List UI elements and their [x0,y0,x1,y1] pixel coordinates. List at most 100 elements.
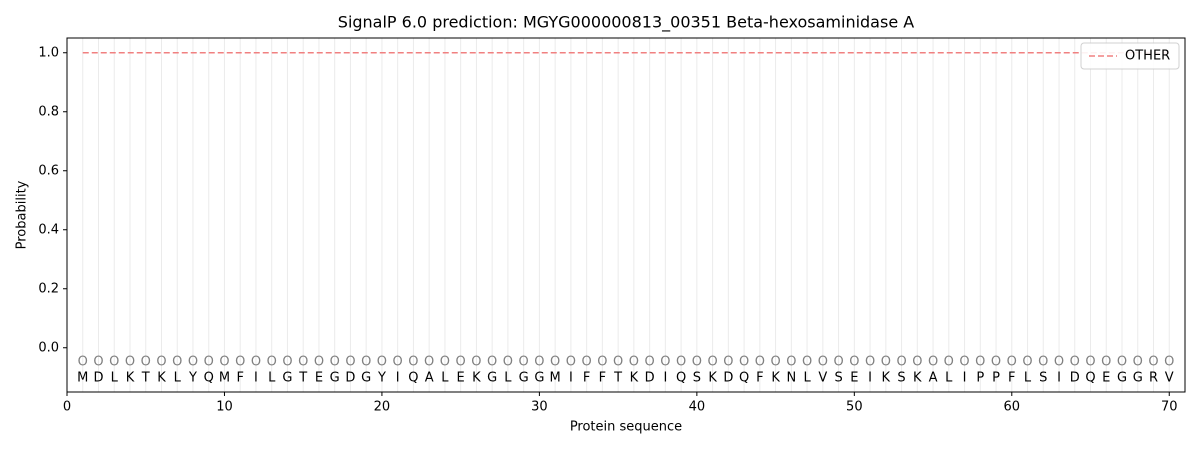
position-label: O [770,354,780,369]
plot-frame [66,37,1186,393]
x-tick-label: 30 [531,400,548,415]
position-label: O [298,354,308,369]
residue-label: S [693,370,701,385]
position-label: O [1164,354,1174,369]
residue-label: L [1024,370,1032,385]
residue-label: I [569,370,573,385]
position-label: O [534,354,544,369]
residue-label: F [583,370,590,385]
position-label: O [361,354,371,369]
y-tick-label: 0.0 [38,340,59,355]
position-label: O [408,354,418,369]
residue-label: E [1102,370,1110,385]
position-label: O [204,354,214,369]
position-label: O [597,354,607,369]
residue-label: K [771,370,780,385]
residue-label: R [1149,370,1158,385]
residue-label: N [786,370,796,385]
y-tick-label: 0.4 [38,222,59,237]
position-label: O [1022,354,1032,369]
residue-label: P [992,370,1000,385]
position-label: O [991,354,1001,369]
residue-label: Q [204,370,214,385]
position-label: O [1101,354,1111,369]
position-label: O [928,354,938,369]
x-axis-label: Protein sequence [570,420,682,435]
position-label: O [755,354,765,369]
residue-label: I [868,370,872,385]
position-label: O [377,354,387,369]
residue-label: F [756,370,763,385]
residue-label: G [519,370,529,385]
residue-label: A [425,370,434,385]
y-tick-label: 1.0 [38,45,59,60]
residue-label: L [945,370,953,385]
residue-label: M [219,370,230,385]
residue-label: Y [188,370,197,385]
position-label: O [566,354,576,369]
legend-box [1080,42,1180,70]
residue-label: E [850,370,858,385]
residue-label: L [111,370,119,385]
residue-label: S [897,370,905,385]
position-label: O [818,354,828,369]
position-label: O [865,354,875,369]
x-tick-label: 70 [1161,400,1178,415]
position-label: O [849,354,859,369]
position-label: O [912,354,922,369]
residue-label: S [834,370,842,385]
residue-label: M [77,370,88,385]
residue-label: G [282,370,292,385]
residue-label: E [315,370,323,385]
position-label: O [645,354,655,369]
x-tick-label: 0 [63,400,71,415]
residue-label: Y [377,370,386,385]
position-label: O [582,354,592,369]
residue-label: G [330,370,340,385]
x-tick-label: 10 [216,400,233,415]
residue-label: F [1008,370,1015,385]
position-label: O [109,354,119,369]
position-label: O [613,354,623,369]
residue-label: K [126,370,135,385]
position-label: O [786,354,796,369]
residue-label: D [1070,370,1080,385]
position-label: O [219,354,229,369]
position-label: O [93,354,103,369]
position-label: O [282,354,292,369]
residue-label: P [976,370,984,385]
residue-label: K [630,370,639,385]
position-label: O [1148,354,1158,369]
position-label: O [1085,354,1095,369]
residue-label: G [361,370,371,385]
residue-label: Q [739,370,749,385]
residue-label: D [723,370,733,385]
position-label: O [1054,354,1064,369]
position-label: O [723,354,733,369]
y-axis-label: Probability [15,180,30,249]
position-label: O [660,354,670,369]
residue-label: Q [408,370,418,385]
position-label: O [141,354,151,369]
residue-label: T [298,370,307,385]
residue-label: G [1133,370,1143,385]
position-label: O [896,354,906,369]
residue-label: F [599,370,606,385]
position-label: O [802,354,812,369]
residue-label: L [504,370,512,385]
x-tick-label: 20 [374,400,391,415]
residue-label: Q [1085,370,1095,385]
residue-label: K [157,370,166,385]
residue-label: S [1039,370,1047,385]
position-label: O [959,354,969,369]
position-label: O [172,354,182,369]
residue-label: K [882,370,891,385]
position-label: O [235,354,245,369]
position-label: O [1038,354,1048,369]
position-label: O [1133,354,1143,369]
position-label: O [1007,354,1017,369]
position-label: O [975,354,985,369]
x-tick-label: 60 [1004,400,1021,415]
